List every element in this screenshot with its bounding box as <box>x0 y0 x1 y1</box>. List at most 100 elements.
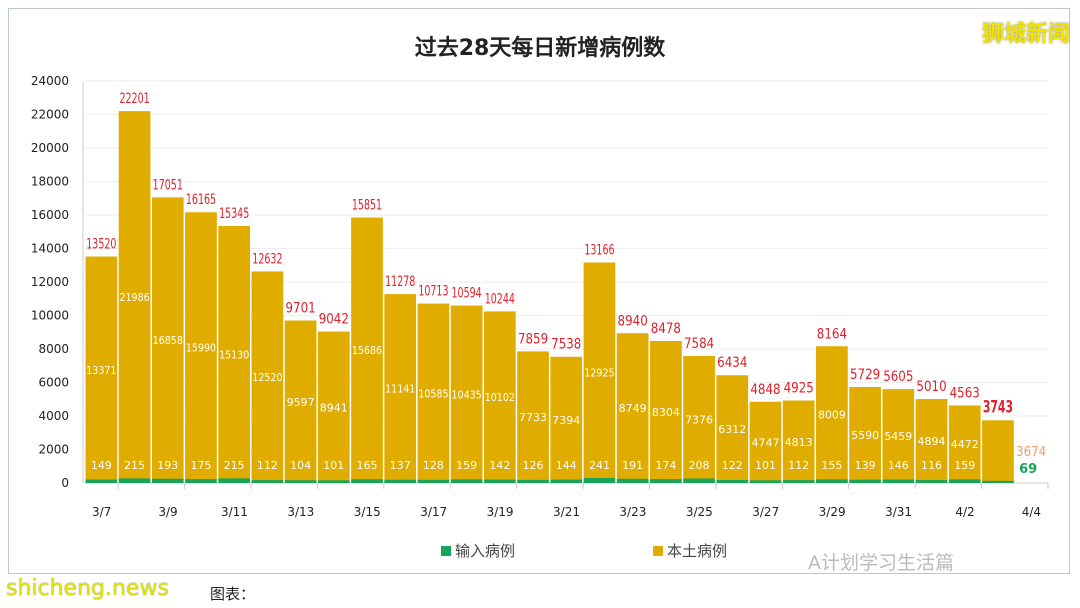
bar-imported <box>85 479 118 483</box>
total-label: 12632 <box>252 251 282 267</box>
bar-imported <box>915 480 948 483</box>
x-tick-label: 3/23 <box>619 505 646 519</box>
total-label: 4848 <box>750 382 780 398</box>
imported-label: 159 <box>954 459 975 472</box>
chart-title: 过去28天每日新增病例数 <box>414 36 666 61</box>
y-tick-label: 24000 <box>31 74 69 88</box>
imported-label: 155 <box>821 459 842 472</box>
local-label: 4813 <box>785 436 813 449</box>
bar-imported <box>948 479 981 483</box>
x-tick-label: 3/29 <box>819 505 846 519</box>
bar-local <box>948 405 981 481</box>
legend-swatch <box>441 545 451 556</box>
y-tick-label: 8000 <box>38 342 69 356</box>
imported-label: 241 <box>589 459 610 472</box>
total-label: 13520 <box>86 237 116 253</box>
local-label: 12520 <box>252 371 282 384</box>
x-tick-label: 4/4 <box>1022 505 1041 519</box>
total-label: 5729 <box>850 367 880 383</box>
imported-label: 128 <box>423 459 444 472</box>
imported-label: 193 <box>157 459 178 472</box>
total-label: 8164 <box>817 326 847 342</box>
bar-local <box>683 355 715 480</box>
local-label: 11141 <box>385 383 415 396</box>
bar-local <box>616 333 649 480</box>
bar-imported <box>151 478 184 483</box>
bar-imported <box>683 478 715 483</box>
legend-item-local: 本土病例 <box>653 540 727 561</box>
total-label: 9701 <box>285 301 315 317</box>
local-label: 8009 <box>818 409 846 422</box>
y-tick-label: 16000 <box>31 208 69 222</box>
bar-imported <box>982 480 1014 483</box>
imported-label: 144 <box>556 459 577 472</box>
bar-local <box>185 212 217 481</box>
bar-imported <box>517 479 549 483</box>
bar-local <box>384 294 417 481</box>
imported-label: 175 <box>190 459 211 472</box>
bar-imported <box>251 480 284 483</box>
local-label: 6312 <box>718 423 746 436</box>
caption: 图表： <box>210 585 256 603</box>
bar-local <box>982 420 1014 482</box>
bar-local <box>450 305 483 481</box>
local-label: 10585 <box>418 387 448 400</box>
bar-local <box>716 375 749 481</box>
bar-imported <box>185 479 217 483</box>
total-label: 13166 <box>584 242 614 258</box>
total-label: 5010 <box>916 379 946 395</box>
imported-label: 101 <box>323 459 344 472</box>
imported-label: 146 <box>888 459 909 472</box>
legend-label: 输入病例 <box>455 542 516 560</box>
y-tick-label: 22000 <box>31 108 69 122</box>
total-label: 17051 <box>153 177 183 193</box>
local-label: 4472 <box>951 438 979 451</box>
x-tick-label: 3/21 <box>553 505 580 519</box>
local-label: 8941 <box>320 401 348 414</box>
total-label: 3743 <box>983 397 1013 417</box>
bar-local <box>151 197 184 480</box>
imported-label: 116 <box>921 459 942 472</box>
x-tick-label: 3/27 <box>752 505 779 519</box>
bar-imported <box>782 480 815 483</box>
bar-local <box>849 387 881 481</box>
x-tick-label: 3/31 <box>885 505 912 519</box>
bar-local <box>550 356 583 481</box>
bar-imported <box>384 479 417 483</box>
imported-label: 208 <box>689 459 710 472</box>
bar-imported <box>284 480 317 483</box>
imported-label: 165 <box>357 459 378 472</box>
total-label: 16165 <box>186 192 216 208</box>
bar-imported <box>483 479 516 483</box>
y-tick-label: 18000 <box>31 175 69 189</box>
local-label: 8749 <box>619 402 647 415</box>
total-label: 5605 <box>883 369 913 385</box>
total-label: 22201 <box>119 91 149 107</box>
bar-local <box>284 320 317 482</box>
x-tick-label: 3/17 <box>420 505 447 519</box>
total-label: 6434 <box>717 355 747 371</box>
x-tick-label: 4/2 <box>955 505 974 519</box>
imported-label: 112 <box>257 459 278 472</box>
imported-label: 101 <box>755 459 776 472</box>
legend-label: 本土病例 <box>667 542 728 560</box>
local-label: 10102 <box>485 391 515 404</box>
imported-label: 149 <box>91 459 112 472</box>
bar-imported <box>583 477 616 483</box>
imported-label: 191 <box>622 459 643 472</box>
bar-local <box>816 346 848 481</box>
bar-local <box>118 111 151 480</box>
x-tick-label: 3/11 <box>221 505 248 519</box>
bar-imported <box>882 479 915 483</box>
bar-imported <box>317 480 350 483</box>
imported-label: 112 <box>788 459 809 472</box>
imported-label: 215 <box>224 459 245 472</box>
total-label: 10594 <box>452 286 482 302</box>
local-label: 15990 <box>186 342 216 355</box>
y-tick-label: 12000 <box>31 275 69 289</box>
y-tick-label: 2000 <box>38 443 69 457</box>
local-label: 3674 <box>1016 445 1046 460</box>
imported-label: 69 <box>1019 462 1037 477</box>
bar-local <box>915 399 948 482</box>
bar-imported <box>417 479 450 483</box>
